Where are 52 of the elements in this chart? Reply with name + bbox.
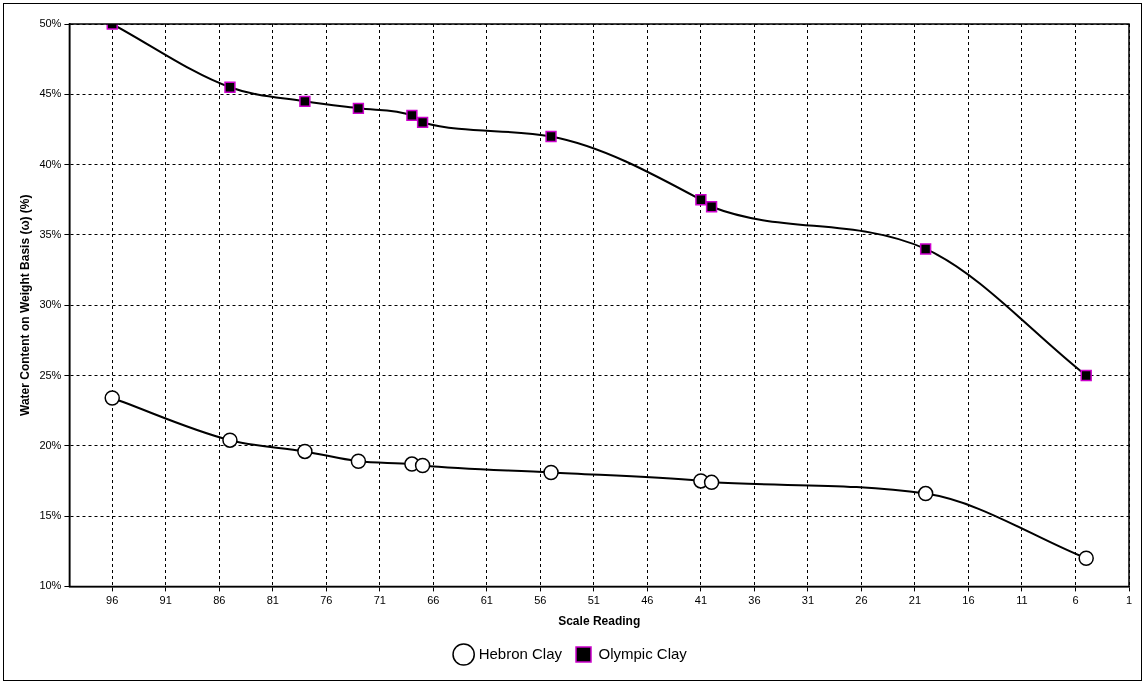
- point: [297, 443, 313, 460]
- point: [919, 243, 932, 255]
- y-tick-label: 45%: [39, 87, 62, 100]
- point: [703, 474, 720, 491]
- y-tick-label: 30%: [39, 298, 62, 311]
- point: [350, 453, 367, 470]
- y-axis-title: Water Content on Weight Basis (ω) (%): [17, 194, 32, 416]
- x-tick-label: 21: [908, 594, 922, 607]
- y-tick-label: 40%: [39, 157, 62, 170]
- point: [917, 485, 934, 502]
- point: [543, 464, 559, 481]
- x-axis-title: Scale Reading: [558, 614, 641, 629]
- point: [299, 95, 311, 108]
- x-tick-label: 76: [320, 594, 333, 607]
- point: [352, 102, 365, 115]
- y-tick-label: 20%: [39, 438, 62, 451]
- x-tick-label: 1: [1125, 594, 1133, 607]
- x-tick-label: 31: [801, 594, 815, 607]
- y-tick-label: 25%: [39, 368, 62, 381]
- point: [545, 130, 557, 143]
- x-tick-label: 66: [427, 594, 440, 607]
- point: [406, 109, 418, 122]
- point: [224, 81, 236, 93]
- legend-label: Hebron Clay: [478, 644, 563, 662]
- x-tick-label: 26: [855, 594, 868, 607]
- point: [705, 201, 718, 213]
- x-tick-label: 81: [266, 594, 279, 607]
- x-tick-label: 71: [373, 594, 386, 607]
- y-tick-label: 50%: [39, 17, 62, 30]
- x-tick-label: 86: [213, 594, 226, 607]
- y-tick-label: 35%: [39, 227, 62, 240]
- point: [1078, 550, 1094, 567]
- y-tick-label: 10%: [39, 579, 62, 592]
- x-tick-label: 11: [1016, 594, 1028, 607]
- x-tick-label: 96: [106, 594, 119, 607]
- x-tick-label: 46: [641, 594, 654, 607]
- x-tick-label: 41: [694, 594, 708, 607]
- x-tick-label: 6: [1072, 594, 1079, 607]
- x-tick-label: 91: [159, 594, 172, 607]
- point: [695, 194, 707, 206]
- legend-label: Olympic Clay: [598, 644, 688, 662]
- x-tick-label: 36: [748, 594, 761, 607]
- point: [104, 390, 120, 406]
- x-tick-label: 16: [962, 594, 975, 607]
- point: [1080, 369, 1092, 382]
- point: [414, 457, 431, 474]
- point: [416, 116, 429, 129]
- point: [222, 432, 238, 448]
- x-tick-label: 56: [534, 594, 547, 607]
- x-tick-label: 61: [480, 594, 493, 607]
- x-tick-label: 51: [587, 594, 600, 607]
- y-tick-label: 15%: [39, 509, 62, 522]
